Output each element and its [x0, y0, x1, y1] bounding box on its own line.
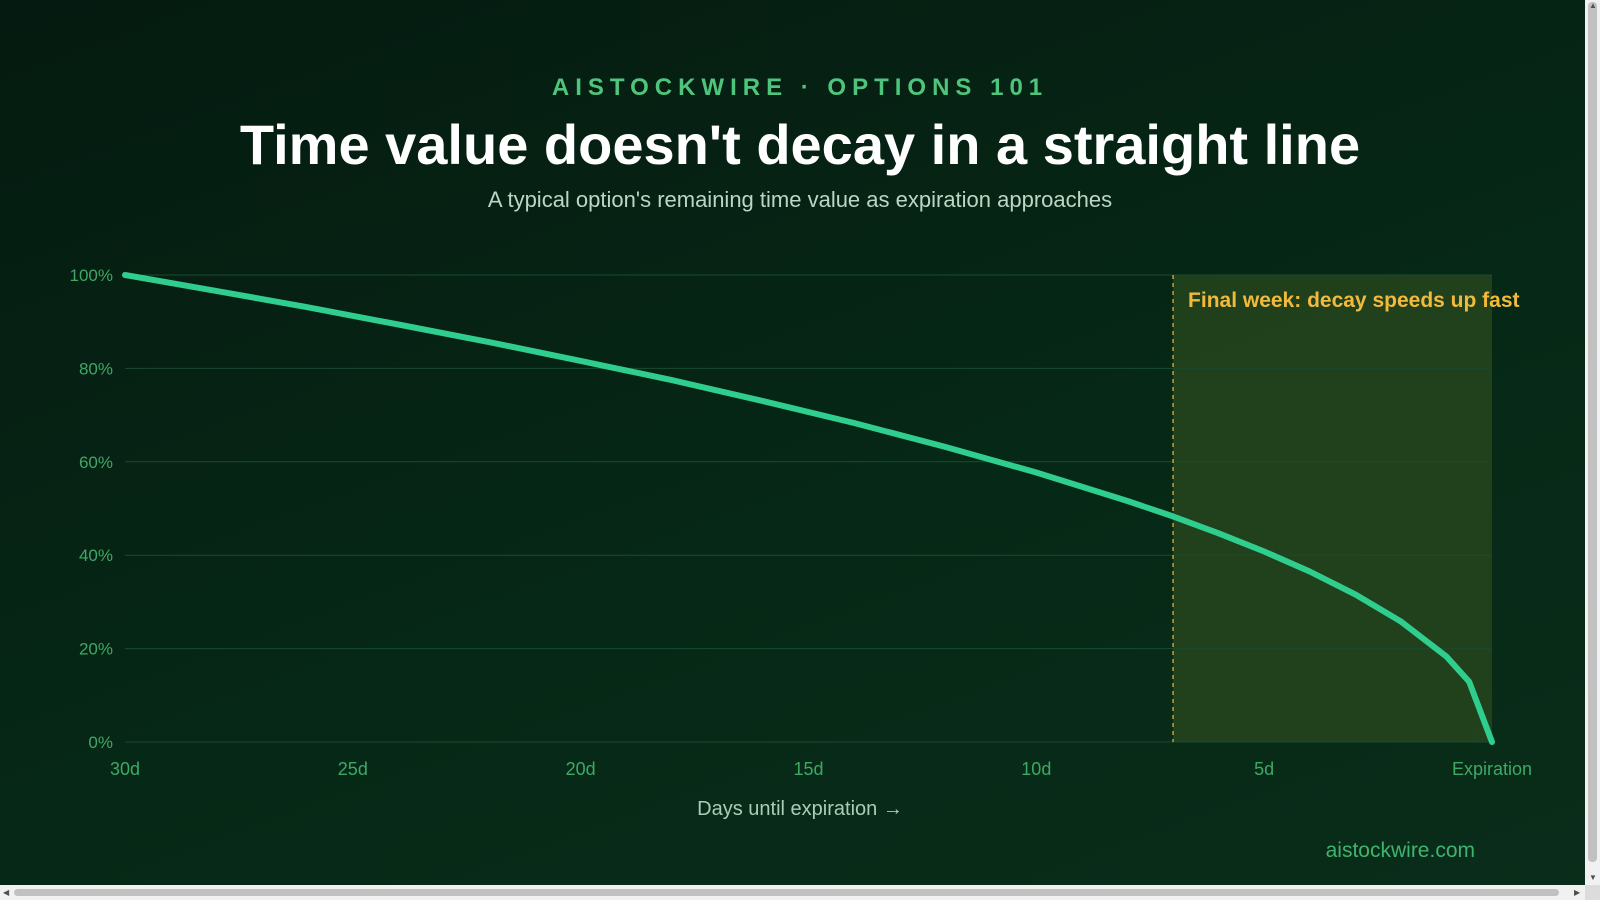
x-tick-label: 10d: [1021, 759, 1051, 779]
scroll-down-icon[interactable]: ▼: [1589, 873, 1597, 882]
y-tick-label: 0%: [88, 733, 113, 752]
time-decay-chart: 100% 80% 60% 40% 20% 0% 30d 25d 20d 15d 10d 5d Expir…: [70, 266, 1533, 779]
final-week-annotation: Final week: decay speeds up fast: [1188, 289, 1519, 312]
final-week-highlight: [1173, 275, 1492, 742]
scroll-right-icon[interactable]: ▶: [1574, 888, 1581, 897]
x-axis-label: Days until expiration →: [697, 798, 903, 820]
page-title: Time value doesn't decay in a straight l…: [239, 113, 1361, 176]
page-frame: AISTOCKWIRE · OPTIONS 101 Time value doe…: [70, 74, 1533, 862]
vertical-scrollbar-thumb[interactable]: [1588, 2, 1597, 862]
footer-site: aistockwire.com: [1325, 839, 1475, 862]
y-tick-label: 100%: [70, 266, 113, 285]
y-tick-label: 40%: [79, 546, 113, 565]
scroll-up-icon[interactable]: ▲: [1589, 1, 1597, 10]
x-tick-label: 20d: [566, 759, 596, 779]
horizontal-scrollbar[interactable]: ◀ ▶: [0, 885, 1585, 900]
x-tick-label: 5d: [1254, 759, 1274, 779]
y-tick-label: 20%: [79, 640, 113, 659]
x-tick-label: Expiration: [1452, 759, 1532, 779]
scroll-left-icon[interactable]: ◀: [3, 888, 10, 897]
y-tick-label: 60%: [79, 453, 113, 472]
brand-kicker: AISTOCKWIRE · OPTIONS 101: [551, 74, 1049, 101]
time-value-curve: [122, 272, 1495, 745]
x-tick-label: 30d: [110, 759, 140, 779]
horizontal-scrollbar-thumb[interactable]: [14, 889, 1559, 896]
x-tick-label: 25d: [338, 759, 368, 779]
vertical-scrollbar[interactable]: ▲ ▼: [1585, 0, 1600, 885]
page-subtitle: A typical option's remaining time value …: [487, 187, 1113, 212]
y-tick-label: 80%: [79, 359, 113, 378]
scrollbar-corner: [1585, 885, 1600, 900]
x-tick-label: 15d: [793, 759, 823, 779]
